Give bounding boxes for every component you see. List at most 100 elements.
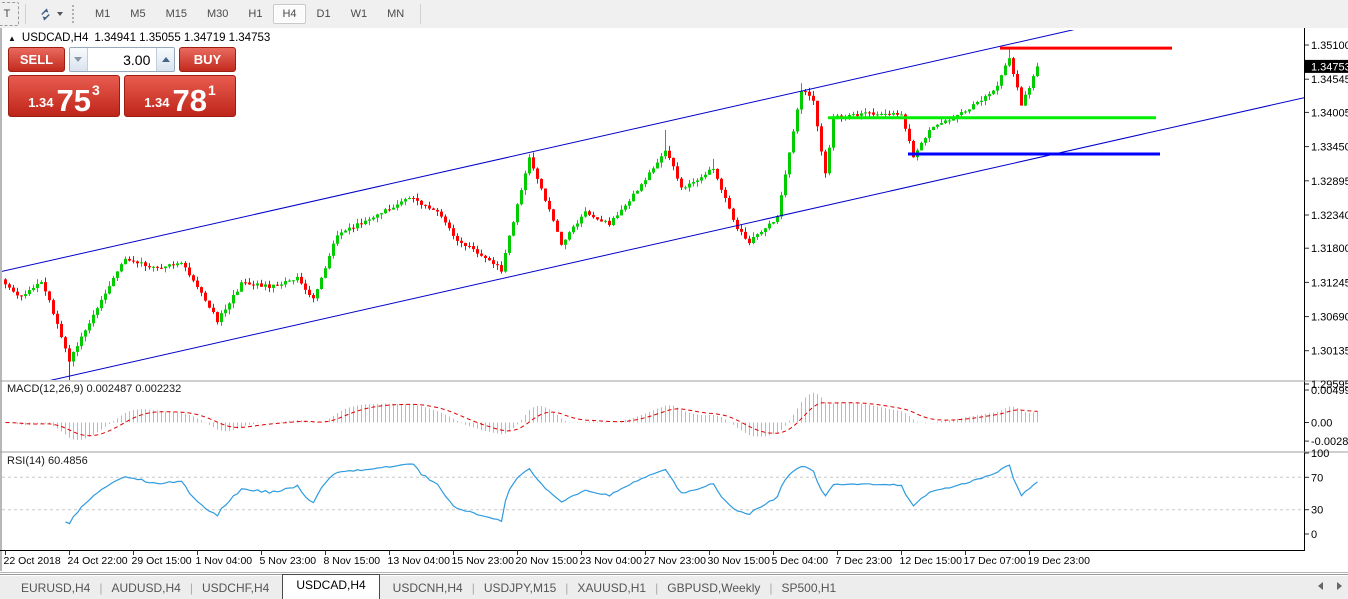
tab-separator: | <box>565 580 569 595</box>
chevron-down-icon <box>56 12 63 16</box>
tab-separator: | <box>189 580 193 595</box>
tab-separator: | <box>655 580 659 595</box>
rsi-indicator-label: RSI(14) 60.4856 <box>7 455 88 467</box>
chart-tab-usdchf-h4[interactable]: USDCHF,H4 <box>201 580 270 595</box>
price-axis-tick: 1.32340 <box>1311 210 1348 222</box>
price-axis-tick: 1.29595 <box>1311 379 1348 391</box>
one-click-trading-panel: SELL 3.00 BUY 1.34 75 3 1.34 78 1 <box>8 47 236 117</box>
date-axis-label: 15 Nov 23:00 <box>452 555 515 567</box>
text-tool-button[interactable]: T <box>0 2 19 26</box>
price-axis-tick: 1.35100 <box>1311 40 1348 52</box>
date-axis-label: 17 Dec 07:00 <box>964 555 1027 567</box>
timeframe-button-m15[interactable]: M15 <box>165 8 187 20</box>
timeframe-button-mn[interactable]: MN <box>387 8 405 20</box>
volume-decrease-button[interactable] <box>69 48 88 71</box>
macd-indicator-label: MACD(12,26,9) 0.002487 0.002232 <box>7 383 182 395</box>
toolbar-drag-handle[interactable] <box>72 5 77 23</box>
price-chart-canvas[interactable]: 1.35100 1.34545 1.34005 1.33450 1.32895 1.323… <box>0 28 1348 574</box>
macd-axis-tick: -0.00286 <box>1311 436 1348 448</box>
buy-price-prefix: 1.34 <box>144 95 170 110</box>
date-axis-label: 8 Nov 15:00 <box>324 555 381 567</box>
date-axis-label: 7 Dec 23:00 <box>836 555 893 567</box>
buy-price-display[interactable]: 1.34 78 1 <box>124 75 236 117</box>
chart-tab-usdjpy-m15[interactable]: USDJPY,M15 <box>483 580 557 595</box>
upper-channel-line <box>2 30 1075 272</box>
sell-price-prefix: 1.34 <box>28 95 54 110</box>
price-axis-tick: 1.31800 <box>1311 243 1348 255</box>
triangle-down-icon <box>74 57 83 62</box>
chart-tab-audusd-h4[interactable]: AUDUSD,H4 <box>111 580 181 595</box>
timeframe-button-h1[interactable]: H1 <box>248 8 263 20</box>
macd-axis-tick: 0.00 <box>1311 418 1332 430</box>
price-axis-tick: 1.34545 <box>1311 74 1348 86</box>
buy-price-big-digits: 78 <box>172 82 207 118</box>
scroll-tabs-right-icon[interactable] <box>1337 582 1342 590</box>
price-axis-tick: 1.34005 <box>1311 107 1348 119</box>
volume-stepper: 3.00 <box>68 47 176 72</box>
buy-price-pip: 1 <box>208 82 216 98</box>
date-axis-label: 22 Oct 2018 <box>4 555 61 567</box>
tab-separator: | <box>769 580 773 595</box>
date-axis-label: 30 Nov 15:00 <box>708 555 771 567</box>
scroll-tabs-left-icon[interactable] <box>1318 582 1323 590</box>
price-axis-tick: 1.30135 <box>1311 346 1348 358</box>
chart-title: ▲ USDCAD,H4 1.34941 1.35055 1.34719 1.34… <box>8 32 270 44</box>
chart-tab-sp500-h1[interactable]: SP500,H1 <box>781 580 837 595</box>
price-axis-tick: 1.33450 <box>1311 142 1348 154</box>
tab-separator: | <box>471 580 475 595</box>
volume-value[interactable]: 3.00 <box>87 48 157 71</box>
rsi-line <box>65 463 1038 525</box>
timeframe-button-w1[interactable]: W1 <box>350 8 368 20</box>
toolbar-separator <box>25 4 26 24</box>
chart-tab-gbpusd-weekly[interactable]: GBPUSD,Weekly <box>667 580 761 595</box>
chart-tab-usdcad-h4[interactable]: USDCAD,H4 <box>282 574 380 599</box>
toolbar-separator <box>420 4 422 24</box>
price-axis-tick: 1.31245 <box>1311 277 1348 289</box>
chart-symbol-period: USDCAD,H4 <box>21 32 89 44</box>
timeframe-button-m5[interactable]: M5 <box>130 8 146 20</box>
tabs-container: EURUSD,H4 | AUDUSD,H4 | USDCHF,H4 USDCAD,H4 US… <box>8 574 849 599</box>
chart-tab-eurusd-h4[interactable]: EURUSD,H4 <box>21 580 91 595</box>
candles-layer <box>4 48 1039 380</box>
chart-tab-xauusd-h1[interactable]: XAUUSD,H1 <box>577 580 647 595</box>
lower-channel-line <box>49 97 1304 380</box>
volume-increase-button[interactable] <box>156 48 175 71</box>
date-axis-label: 20 Nov 15:00 <box>516 555 579 567</box>
sell-price-display[interactable]: 1.34 75 3 <box>8 75 120 117</box>
rsi-axis-tick: 0 <box>1311 529 1317 541</box>
chart-tab-bar: EURUSD,H4 | AUDUSD,H4 | USDCHF,H4 USDCAD,H4 US… <box>0 574 1348 599</box>
crosshair-arrows-tool-button[interactable] <box>32 2 68 26</box>
sell-button[interactable]: SELL <box>8 47 65 72</box>
swap-arrows-icon <box>38 7 53 22</box>
macd-axis-tick: 0.004999 <box>1311 385 1348 397</box>
collapse-arrow-icon[interactable]: ▲ <box>8 33 16 43</box>
price-axis-tick: 1.32895 <box>1311 176 1348 188</box>
sell-price-pip: 3 <box>92 82 100 98</box>
chart-window: 1.35100 1.34545 1.34005 1.33450 1.32895 1.323… <box>0 28 1348 574</box>
date-axis-label: 5 Dec 04:00 <box>772 555 829 567</box>
timeframe-button-d1[interactable]: D1 <box>316 8 331 20</box>
price-axis-tick: 1.30690 <box>1311 312 1348 324</box>
current-price-value: 1.34753 <box>1311 61 1348 73</box>
text-tool-label: T <box>3 8 11 20</box>
sell-price-big-digits: 75 <box>56 82 91 118</box>
date-axis-label: 12 Dec 15:00 <box>900 555 963 567</box>
date-axis-label: 23 Nov 04:00 <box>580 555 643 567</box>
date-axis-label: 5 Nov 23:00 <box>260 555 317 567</box>
current-price-tag <box>1305 59 1348 73</box>
rsi-axis-tick: 100 <box>1311 448 1329 460</box>
date-axis-label: 13 Nov 04:00 <box>388 555 451 567</box>
buy-button[interactable]: BUY <box>179 47 236 72</box>
macd-layer <box>5 392 1038 441</box>
timeframe-button-h4[interactable]: H4 <box>273 4 306 24</box>
tab-separator: | <box>99 580 103 595</box>
timeframe-button-m1[interactable]: M1 <box>95 8 111 20</box>
triangle-up-icon <box>161 57 170 62</box>
timeframe-button-group: M1 M5 M15 M30 H1 H4 D1 W1 MN <box>85 4 414 24</box>
rsi-axis-tick: 70 <box>1311 472 1323 484</box>
date-axis-label: 1 Nov 04:00 <box>196 555 253 567</box>
date-axis-label: 27 Nov 23:00 <box>644 555 707 567</box>
chart-tab-usdcnh-h4[interactable]: USDCNH,H4 <box>392 580 463 595</box>
timeframe-button-m30[interactable]: M30 <box>206 8 229 20</box>
